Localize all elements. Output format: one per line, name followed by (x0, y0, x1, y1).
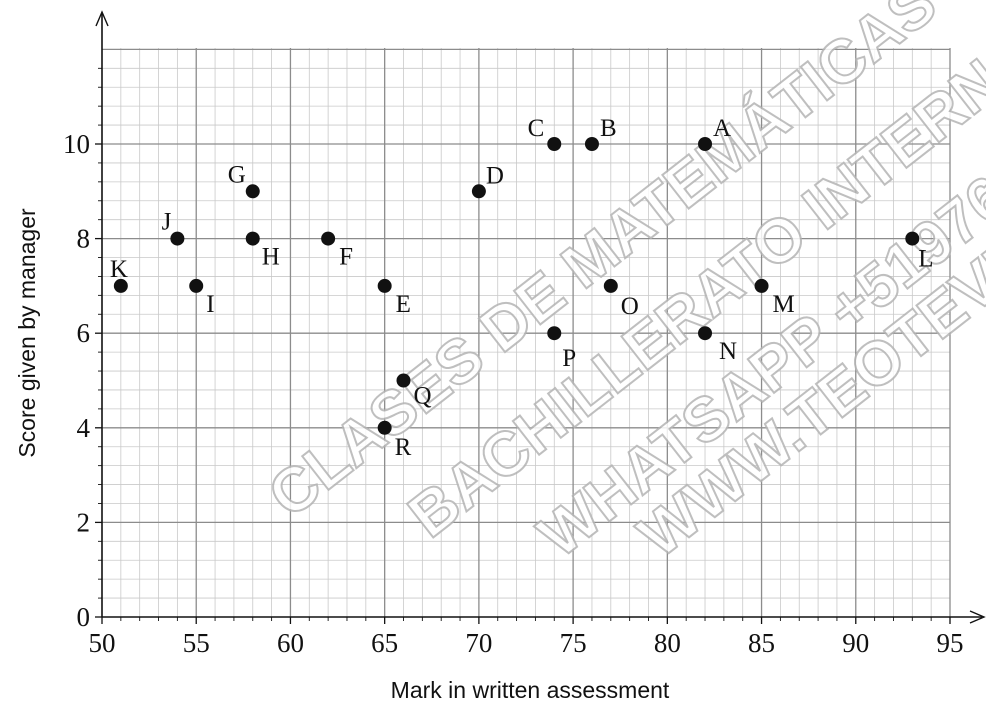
x-tick-label: 95 (937, 628, 964, 658)
point-labels: A B CD E F G H I J K L M N O P QR (110, 115, 934, 461)
point-label-q: Q (414, 383, 432, 410)
data-point-m (754, 278, 769, 293)
data-point-j (170, 231, 185, 246)
x-tick-label: 80 (654, 628, 681, 658)
data-point-l (905, 231, 920, 246)
y-tick-label: 2 (77, 507, 91, 537)
point-label-c: C (528, 115, 545, 142)
major-grid (102, 48, 951, 617)
point-label-j: J (162, 209, 172, 236)
point-label-k: K (110, 256, 128, 283)
point-label-e: E (396, 291, 411, 318)
data-point-f (321, 231, 336, 246)
data-point-n (698, 326, 713, 341)
x-tick-label: 75 (560, 628, 587, 658)
data-point-a (698, 137, 713, 151)
x-axis-title: Mark in written assessment (391, 677, 670, 703)
data-point-e (377, 278, 392, 293)
data-point-g (245, 184, 260, 199)
tick-labels: 50 55 60 65 70 75 80 85 90 95 0 2 4 6 8 10 (63, 67, 964, 658)
point-label-h: H (262, 244, 280, 271)
point-label-b: B (600, 115, 617, 142)
watermark-text: CLASES DE MATEMÁTICAS (256, 0, 949, 531)
point-label-a: A (713, 115, 731, 142)
axes (95, 10, 986, 624)
point-label-d: D (486, 162, 504, 189)
point-label-m: M (773, 291, 795, 318)
x-tick-label: 90 (842, 628, 869, 658)
x-tick-label: 60 (277, 628, 304, 658)
data-point-i (189, 278, 204, 293)
data-point-p (547, 326, 562, 341)
y-axis-title: Score given by manager (14, 208, 40, 458)
point-label-o: O (621, 293, 639, 320)
data-point-q (396, 373, 411, 388)
data-point-b (584, 137, 599, 151)
x-tick-label: 55 (183, 628, 210, 658)
x-axis-arrow (969, 610, 986, 624)
point-label-i: I (206, 291, 214, 318)
y-tick-label: 10 (63, 129, 90, 159)
data-point-h (245, 231, 260, 246)
point-label-p: P (562, 345, 576, 372)
y-tick-label: 6 (77, 318, 91, 348)
point-label-n: N (719, 338, 737, 365)
data-point-d (471, 184, 486, 199)
point-label-r: R (395, 434, 412, 461)
x-tick-label: 50 (89, 628, 116, 658)
x-tick-label: 70 (465, 628, 492, 658)
point-label-g: G (228, 161, 246, 188)
data-point-k (113, 278, 128, 293)
data-point-r (377, 420, 392, 435)
data-points (113, 137, 920, 435)
y-tick-label: 4 (77, 413, 91, 443)
y-tick-label: 0 (77, 602, 91, 632)
x-tick-label: 65 (371, 628, 398, 658)
y-tick-label: 8 (77, 224, 91, 254)
point-label-f: F (339, 244, 353, 271)
point-label-l: L (918, 246, 933, 273)
data-point-o (603, 278, 618, 293)
y-axis-arrow (95, 10, 109, 27)
data-point-c (547, 137, 562, 151)
x-tick-label: 85 (748, 628, 775, 658)
